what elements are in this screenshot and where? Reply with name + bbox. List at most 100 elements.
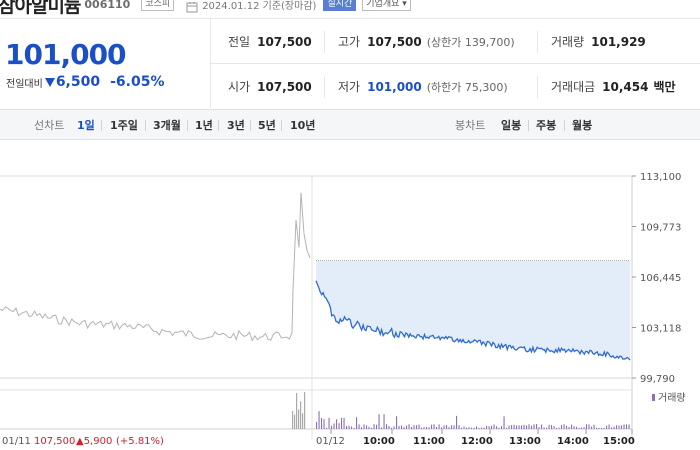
volume-bar [578, 427, 580, 429]
period-5y[interactable]: 5년 [258, 119, 276, 132]
volume-bar [611, 427, 613, 429]
volume-bar [373, 424, 375, 429]
period-1y[interactable]: 1년 [195, 119, 213, 132]
x-tick-label: 15:00 [603, 436, 635, 447]
period-10y[interactable]: 10년 [290, 119, 316, 132]
volume-bar [608, 424, 610, 429]
change-value: 6,500 [55, 74, 101, 90]
volume-bar [441, 427, 443, 429]
period-1d[interactable]: 1일 [77, 119, 95, 132]
volume-bar [391, 427, 393, 429]
realtime-button[interactable]: 실시간 [323, 0, 357, 11]
volume-bar [411, 426, 413, 429]
change-row: 전일대비 6,500 -6.05% [6, 74, 165, 90]
volume-bar [528, 424, 530, 429]
volume-bar [623, 424, 625, 429]
volume-bar [493, 424, 495, 429]
volume-bar [506, 427, 508, 429]
volume-bar [416, 425, 418, 429]
volume-bar [586, 424, 588, 429]
volume-bar [421, 427, 423, 429]
divider [324, 76, 325, 98]
volume-bar [386, 424, 388, 429]
volume-bar [461, 427, 463, 429]
volume-bar [521, 425, 523, 429]
candle-monthly[interactable]: 월봉 [572, 119, 593, 132]
divider [145, 120, 146, 131]
x-tick-label: 12:00 [461, 436, 493, 447]
volume-bar [478, 427, 480, 429]
volume-bar [458, 425, 460, 429]
volume-bar [496, 426, 498, 429]
volume-bar [591, 426, 593, 429]
company-overview-button[interactable]: 기업개요 ▾ [362, 0, 411, 11]
volume-bar [393, 426, 395, 429]
volume-bar [448, 427, 450, 429]
volume-bar [468, 427, 470, 429]
price-chart[interactable]: 113,100 109,773 106,445 103,118 99,790 01/12… [0, 140, 700, 450]
volume-bar [318, 411, 320, 429]
candle-weekly[interactable]: 주봉 [536, 119, 557, 132]
today-line [315, 280, 631, 361]
period-3y[interactable]: 3년 [227, 119, 245, 132]
low-label: 저가 [338, 80, 361, 94]
volume-bar [581, 427, 583, 429]
amount-unit: 백만 [653, 80, 676, 94]
x-tick-label: 14:00 [557, 436, 589, 447]
volume-bar [300, 401, 302, 429]
volume-bar [463, 426, 465, 429]
period-1w[interactable]: 1주일 [110, 119, 138, 132]
y-tick-label: 99,790 [640, 374, 675, 385]
volume-bar [408, 424, 410, 429]
volume-bar [553, 426, 555, 429]
divider [537, 31, 538, 53]
x-tick-label: 01/12 [316, 436, 345, 447]
lower-limit: (하한가 75,300) [426, 80, 508, 94]
divider [218, 120, 219, 131]
volume-bar [436, 427, 438, 429]
volume-bar [533, 424, 535, 429]
volume-bar [381, 427, 383, 429]
volume-bar [403, 427, 405, 429]
volume-bar [588, 424, 590, 429]
volume-bar [456, 415, 458, 429]
candle-daily[interactable]: 일봉 [501, 119, 522, 132]
volume-bar [438, 424, 440, 429]
volume-bar [343, 417, 345, 429]
volume-bar [431, 424, 433, 429]
volume-bar [616, 425, 618, 429]
volume-bar [556, 427, 558, 429]
prev-day-label: 01/11 [2, 436, 31, 447]
period-3m[interactable]: 3개월 [153, 119, 181, 132]
divider [187, 120, 188, 131]
volume-bar [361, 427, 363, 429]
divider [564, 120, 565, 131]
volume-bar [606, 425, 608, 429]
high-cell: 고가 107,500 (상한가 139,700) [338, 19, 515, 64]
volume-bar [523, 424, 525, 429]
high-label: 고가 [338, 35, 361, 49]
volume-bar [453, 425, 455, 429]
x-tick-label: 13:00 [509, 436, 541, 447]
volume-bar [501, 426, 503, 429]
amount-value: 10,454 [602, 79, 649, 94]
volume-bar [543, 427, 545, 429]
volume-bar [476, 426, 478, 429]
volume-bar [571, 424, 573, 429]
prev-day-line [0, 192, 311, 342]
volume-bar [536, 424, 538, 429]
volume-bar [413, 425, 415, 429]
stock-name[interactable]: 삼아알미늄 [0, 0, 81, 17]
period-selector: 선차트 1일 1주일 3개월 1년 3년 5년 10년 봉차트 일봉 주봉 월봉 [0, 109, 700, 140]
prev-close-cell: 전일 107,500 [228, 19, 312, 64]
volume-bar [538, 427, 540, 429]
volume-bar [518, 425, 520, 429]
volume-bar [296, 392, 298, 429]
price-summary: 101,000 전일대비 6,500 -6.05% [0, 18, 210, 108]
volume-bar [294, 414, 296, 429]
volume-bar [406, 425, 408, 429]
open-cell: 시가 107,500 [228, 64, 312, 109]
volume-bar [531, 425, 533, 429]
volume-bar [341, 417, 343, 429]
